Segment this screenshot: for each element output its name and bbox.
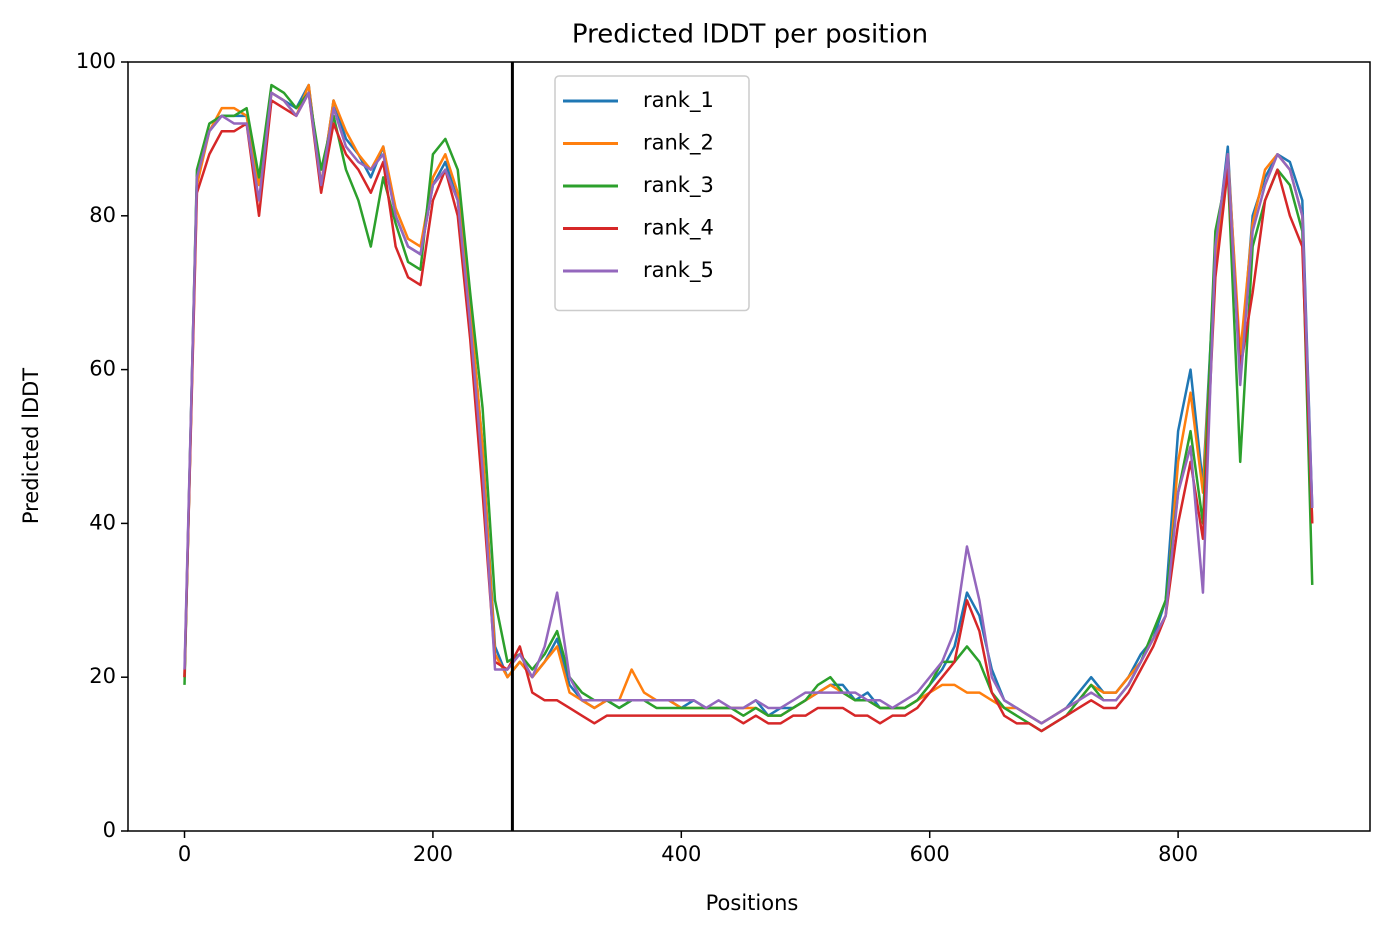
y-tick-label: 100 xyxy=(76,49,116,73)
series-line xyxy=(183,91,1314,725)
y-axis-label: Predicted lDDT xyxy=(19,368,43,524)
y-tick-label: 0 xyxy=(103,818,116,842)
y-tick-label: 60 xyxy=(89,357,116,381)
x-tick-label: 800 xyxy=(1158,842,1198,866)
y-tick-label: 40 xyxy=(89,510,116,534)
y-tick-label: 80 xyxy=(89,203,116,227)
x-tick-label: 400 xyxy=(661,842,701,866)
x-tick-label: 0 xyxy=(178,842,191,866)
x-axis-label: Positions xyxy=(706,891,799,915)
legend-label: rank_2 xyxy=(643,131,714,156)
legend-label: rank_4 xyxy=(643,216,714,241)
x-tick-label: 200 xyxy=(413,842,453,866)
chart-title: Predicted lDDT per position xyxy=(572,20,928,50)
legend-label: rank_1 xyxy=(643,88,714,113)
x-tick-label: 600 xyxy=(910,842,950,866)
y-tick-label: 20 xyxy=(89,664,116,688)
plot-lines xyxy=(183,83,1314,733)
legend-label: rank_5 xyxy=(643,258,714,283)
series-line xyxy=(183,91,1314,733)
legend-box xyxy=(554,75,750,312)
legend-label: rank_3 xyxy=(643,173,714,198)
plot-frame xyxy=(127,61,1371,832)
